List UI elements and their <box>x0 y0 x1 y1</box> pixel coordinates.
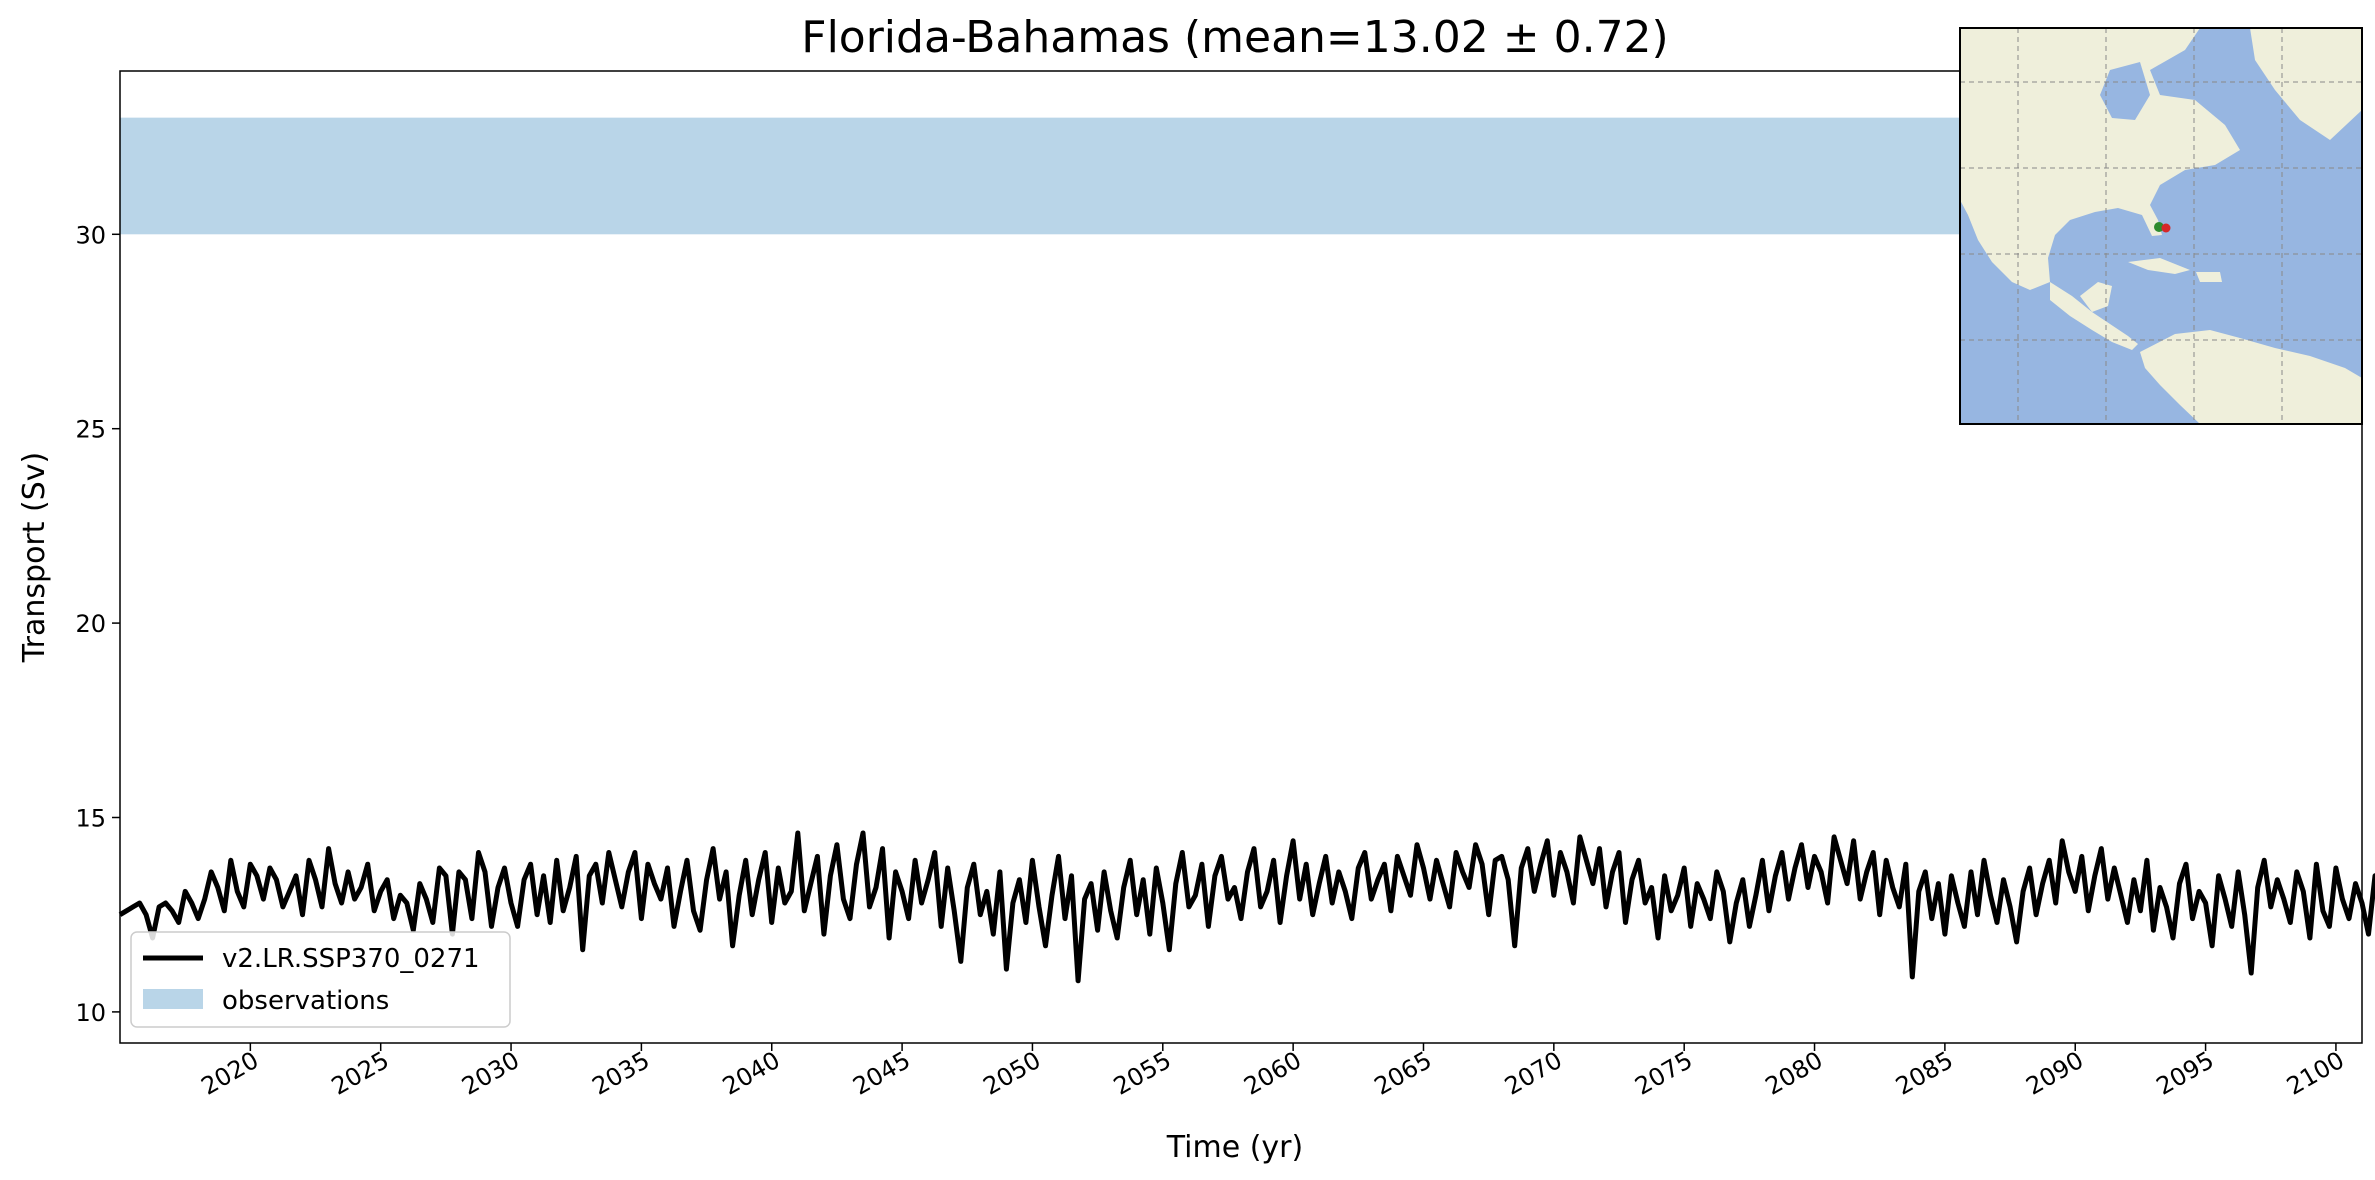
x-tick-label: 2045 <box>848 1046 915 1101</box>
map-land-yucatan <box>2080 282 2112 312</box>
map-land-south-america <box>2140 330 2362 424</box>
legend-patch-swatch <box>143 989 203 1009</box>
map-land-north-america <box>1960 28 2240 290</box>
x-tick-label: 2040 <box>718 1046 785 1101</box>
map-graticule <box>1960 28 2362 424</box>
map-land-cuba <box>2128 258 2190 274</box>
chart-title: Florida-Bahamas (mean=13.02 ± 0.72) <box>801 12 1668 63</box>
y-tick-label: 20 <box>75 610 106 638</box>
legend: v2.LR.SSP370_0271 observations <box>130 931 511 1028</box>
legend-line-label: v2.LR.SSP370_0271 <box>222 944 480 974</box>
map-land-hispaniola <box>2196 272 2222 282</box>
x-tick-label: 2030 <box>457 1046 524 1101</box>
x-tick-label: 2050 <box>979 1046 1046 1101</box>
plot-frame <box>119 70 2363 1044</box>
x-axis-label: Time (yr) <box>1166 1130 1303 1165</box>
map-frame <box>1959 27 2363 425</box>
y-tick-label: 30 <box>75 221 106 249</box>
y-tick-label: 10 <box>75 999 106 1027</box>
map-marker-west <box>2154 222 2164 232</box>
map-marker-east <box>2161 223 2171 233</box>
y-tick-label: 15 <box>75 804 106 832</box>
y-axis-label: Transport (Sv) <box>17 452 52 664</box>
x-tick-label: 2065 <box>1370 1046 1437 1101</box>
x-tick-label: 2020 <box>196 1046 263 1101</box>
inset-map <box>1959 27 2363 425</box>
x-tick-label: 2035 <box>588 1046 655 1101</box>
y-tick-label: 25 <box>75 416 106 444</box>
x-tick-label: 2080 <box>1761 1046 1828 1101</box>
map-land-greenland <box>2250 28 2362 140</box>
x-tick-label: 2095 <box>2152 1046 2219 1101</box>
x-tick-label: 2075 <box>1630 1046 1697 1101</box>
x-tick-label: 2055 <box>1109 1046 1176 1101</box>
x-tick-label: 2025 <box>327 1046 394 1101</box>
map-land-central-america <box>2050 282 2138 350</box>
legend-patch-label: observations <box>222 986 389 1016</box>
series-line-0 <box>118 830 2375 984</box>
x-tick-label: 2090 <box>2021 1046 2088 1101</box>
x-tick-label: 2070 <box>1500 1046 1567 1101</box>
x-tick-label: 2085 <box>1891 1046 1958 1101</box>
x-tick-label: 2060 <box>1239 1046 1306 1101</box>
map-water-hudson-bay <box>2100 62 2150 120</box>
x-tick-label: 2100 <box>2282 1046 2349 1101</box>
legend-box <box>130 931 511 1028</box>
